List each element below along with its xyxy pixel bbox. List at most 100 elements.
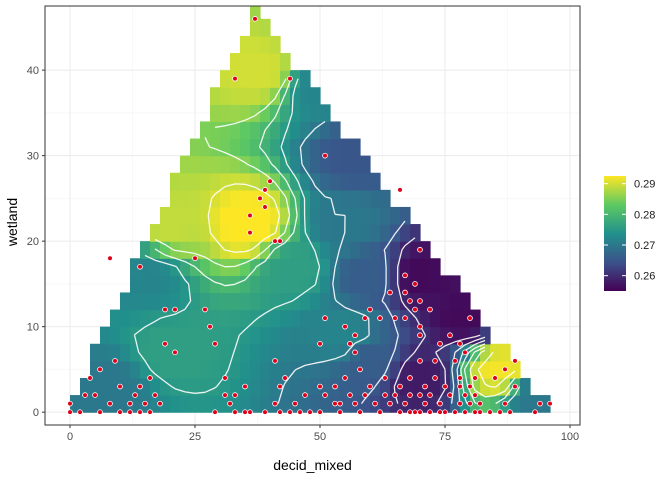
heatmap-cell (160, 360, 171, 379)
heatmap-cell (240, 395, 251, 413)
heatmap-cell (280, 309, 291, 328)
colorbar-legend: 0.26 0.27 0.28 0.29 (604, 176, 655, 291)
data-point (472, 375, 478, 381)
data-point (127, 409, 133, 415)
heatmap-cell (380, 292, 391, 311)
heatmap-cell (300, 70, 311, 88)
heatmap-cell (100, 326, 111, 345)
heatmap-cell (390, 395, 401, 413)
data-point (192, 255, 198, 262)
heatmap-cell (180, 189, 191, 208)
data-point (422, 400, 428, 407)
heatmap-cell (130, 360, 141, 379)
data-point (402, 315, 408, 321)
heatmap-cell (150, 292, 161, 311)
heatmap-cell (350, 155, 361, 174)
heatmap-cell (470, 326, 481, 345)
heatmap-cell (330, 360, 341, 379)
heatmap-cell (450, 275, 461, 294)
heatmap-cell (310, 343, 321, 362)
heatmap-cell (280, 53, 291, 71)
data-point (277, 238, 283, 244)
heatmap-cell (310, 138, 321, 157)
heatmap-cell (280, 104, 291, 123)
heatmap-cell (170, 206, 181, 225)
heatmap-cell (350, 275, 361, 294)
heatmap-cell (420, 292, 431, 311)
heatmap-cell (200, 360, 211, 379)
heatmap-cell (180, 377, 191, 396)
heatmap-cell (320, 138, 331, 157)
heatmap-cell (200, 224, 211, 242)
heatmap-cell (330, 206, 341, 225)
heatmap-cell (210, 309, 221, 328)
heatmap-cell (400, 343, 411, 362)
heatmap-cell (200, 343, 211, 362)
data-point (492, 375, 498, 381)
data-point (402, 400, 408, 407)
data-point (97, 409, 103, 415)
y-tick-label: 30 (27, 151, 39, 163)
data-point (442, 383, 448, 390)
heatmap-cell (270, 275, 281, 294)
heatmap-cell (200, 155, 211, 174)
heatmap-cell (270, 121, 281, 140)
heatmap-cell (400, 326, 411, 345)
heatmap-cell (400, 275, 411, 294)
heatmap-cell (100, 377, 111, 396)
heatmap-cell (310, 309, 321, 328)
heatmap-cell (230, 172, 241, 191)
heatmap-cell (350, 241, 361, 259)
heatmap-cell (320, 275, 331, 294)
heatmap-cell (290, 138, 301, 157)
heatmap-cell (380, 377, 391, 396)
heatmap-cell (240, 275, 251, 294)
heatmap-cell (170, 189, 181, 208)
heatmap-cell (290, 172, 301, 191)
heatmap-cell (250, 343, 261, 362)
data-point (272, 358, 278, 364)
heatmap-cell (450, 395, 461, 413)
heatmap-cell (260, 155, 271, 174)
heatmap-cell (410, 395, 421, 413)
heatmap-cell (200, 121, 211, 140)
x-tick-label: 100 (561, 431, 579, 443)
heatmap-cell (380, 206, 391, 225)
heatmap-cell (210, 104, 221, 123)
heatmap-cell (280, 360, 291, 379)
data-point (212, 409, 218, 415)
data-point (212, 340, 218, 347)
heatmap-cell (220, 275, 231, 294)
heatmap-cell (160, 292, 171, 311)
heatmap-cell (510, 360, 521, 379)
heatmap-cell (270, 138, 281, 157)
data-point (397, 409, 403, 415)
heatmap-cell (310, 172, 321, 191)
heatmap-cell (90, 360, 101, 379)
heatmap-cell (460, 326, 471, 345)
heatmap-cell (520, 377, 531, 396)
x-tick-label: 50 (314, 431, 326, 443)
heatmap-cell (130, 326, 141, 345)
heatmap-cell (140, 377, 151, 396)
y-tick-label: 0 (33, 407, 39, 419)
data-point (342, 323, 348, 330)
heatmap-cell (270, 258, 281, 276)
heatmap-cell (190, 377, 201, 396)
data-point (392, 315, 398, 321)
data-point (457, 383, 463, 390)
heatmap-cell (400, 292, 411, 311)
heatmap-cell (160, 258, 171, 276)
heatmap-cell (200, 241, 211, 259)
heatmap-cell (350, 189, 361, 208)
heatmap-cell (160, 395, 171, 413)
data-point (77, 409, 83, 415)
heatmap-cell (200, 292, 211, 311)
data-point (417, 332, 423, 339)
data-point (322, 152, 328, 159)
data-point (402, 272, 408, 279)
heatmap-cell (480, 360, 491, 379)
heatmap-cell (320, 121, 331, 140)
data-point (547, 400, 553, 407)
heatmap-cell (260, 87, 271, 105)
